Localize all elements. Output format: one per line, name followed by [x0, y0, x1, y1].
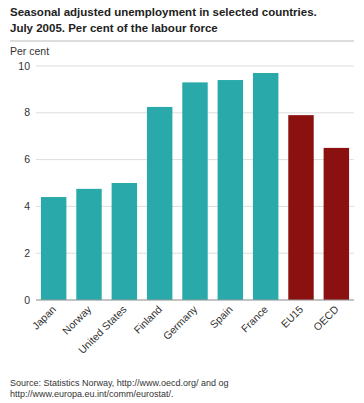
title: Seasonal adjusted unemployment in select…	[10, 6, 317, 18]
source-note: Source: Statistics Norway, http://www.oe…	[10, 378, 228, 399]
x-tick-label: EU15	[278, 303, 305, 330]
x-tick-label: Germany	[160, 302, 200, 342]
bar	[112, 183, 137, 300]
grid-line	[36, 300, 354, 301]
x-tick-label: Japan	[29, 303, 58, 332]
bar	[288, 115, 313, 300]
y-tick-label: 8	[24, 106, 30, 118]
y-tick-label: 2	[24, 247, 30, 259]
bars	[41, 73, 349, 300]
source-line: Source: Statistics Norway, http://www.oe…	[10, 378, 228, 388]
x-tick-label: Norway	[60, 302, 94, 336]
x-tick-label: Spain	[207, 303, 235, 331]
y-tick-label: 6	[24, 153, 30, 165]
bar	[324, 148, 349, 300]
bar	[41, 197, 66, 300]
source-line: http://www.europa.eu.int/comm/eurostat/.	[10, 389, 174, 399]
y-tick-label: 4	[24, 200, 30, 212]
y-axis-label: Per cent	[10, 45, 49, 57]
bar	[218, 80, 243, 300]
chart: Seasonal adjusted unemployment in select…	[0, 0, 364, 403]
bar	[76, 189, 101, 300]
bar	[182, 82, 207, 300]
x-tick-label: Finland	[131, 303, 164, 336]
grid-line	[36, 66, 354, 67]
x-tick-label: OECD	[311, 303, 341, 333]
x-axis-line	[36, 300, 354, 301]
x-tick-label: United States	[76, 303, 129, 356]
y-tick-label: 10	[18, 60, 30, 72]
bar	[253, 73, 278, 300]
subtitle: July 2005. Per cent of the labour force	[10, 22, 218, 34]
x-tick-label: France	[238, 303, 270, 335]
y-tick-label: 0	[24, 294, 30, 306]
bar	[147, 107, 172, 300]
title-rule	[10, 41, 354, 42]
